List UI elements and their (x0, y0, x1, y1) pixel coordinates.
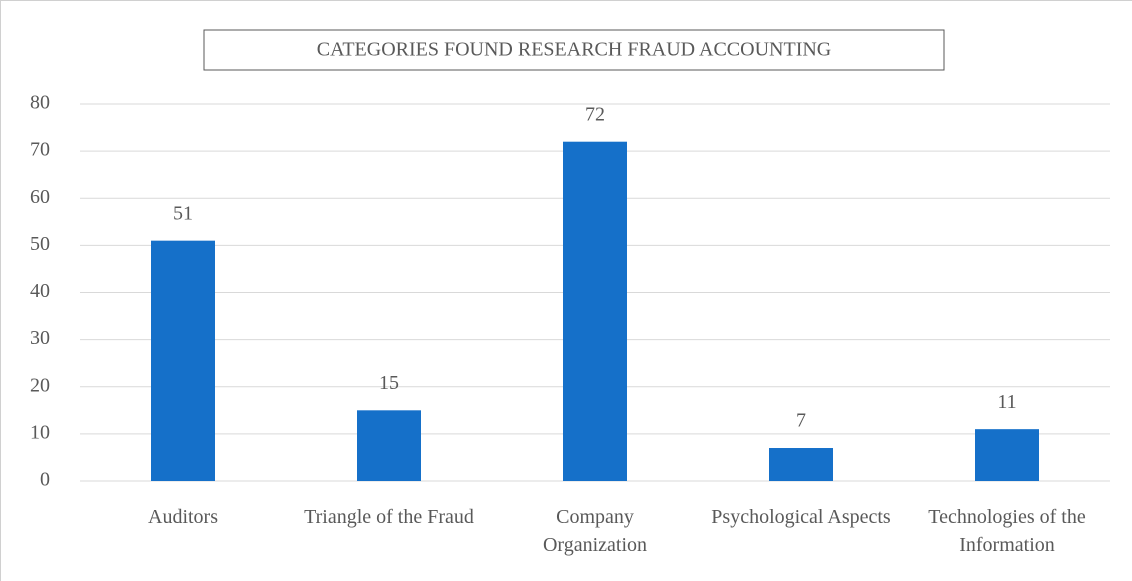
y-tick-label: 10 (30, 421, 50, 443)
data-label: 7 (796, 410, 806, 432)
x-tick-label: Auditors (148, 506, 218, 528)
data-label: 51 (173, 202, 193, 224)
data-label: 15 (379, 372, 399, 394)
x-tick-label: Triangle of the Fraud (304, 506, 474, 528)
y-tick-label: 30 (30, 327, 50, 349)
y-tick-label: 80 (30, 92, 50, 114)
bar (975, 429, 1039, 481)
bar (769, 448, 833, 481)
y-tick-label: 50 (30, 233, 50, 255)
data-label: 11 (997, 391, 1016, 413)
bar (151, 240, 215, 481)
chart-title: CATEGORIES FOUND RESEARCH FRAUD ACCOUNTI… (317, 39, 832, 61)
y-tick-label: 60 (30, 186, 50, 208)
title-box (203, 29, 945, 71)
x-tick-label: Technologies of the Information (928, 506, 1086, 556)
y-tick-label: 0 (40, 469, 50, 491)
bar (563, 141, 627, 481)
data-label: 72 (585, 103, 605, 125)
x-tick-label: Company Organization (542, 506, 648, 556)
y-tick-label: 40 (30, 280, 50, 302)
x-tick-label: Psychological Aspects (711, 506, 891, 528)
y-tick-label: 20 (30, 374, 50, 396)
y-tick-label: 70 (30, 139, 50, 161)
bar (357, 410, 421, 481)
